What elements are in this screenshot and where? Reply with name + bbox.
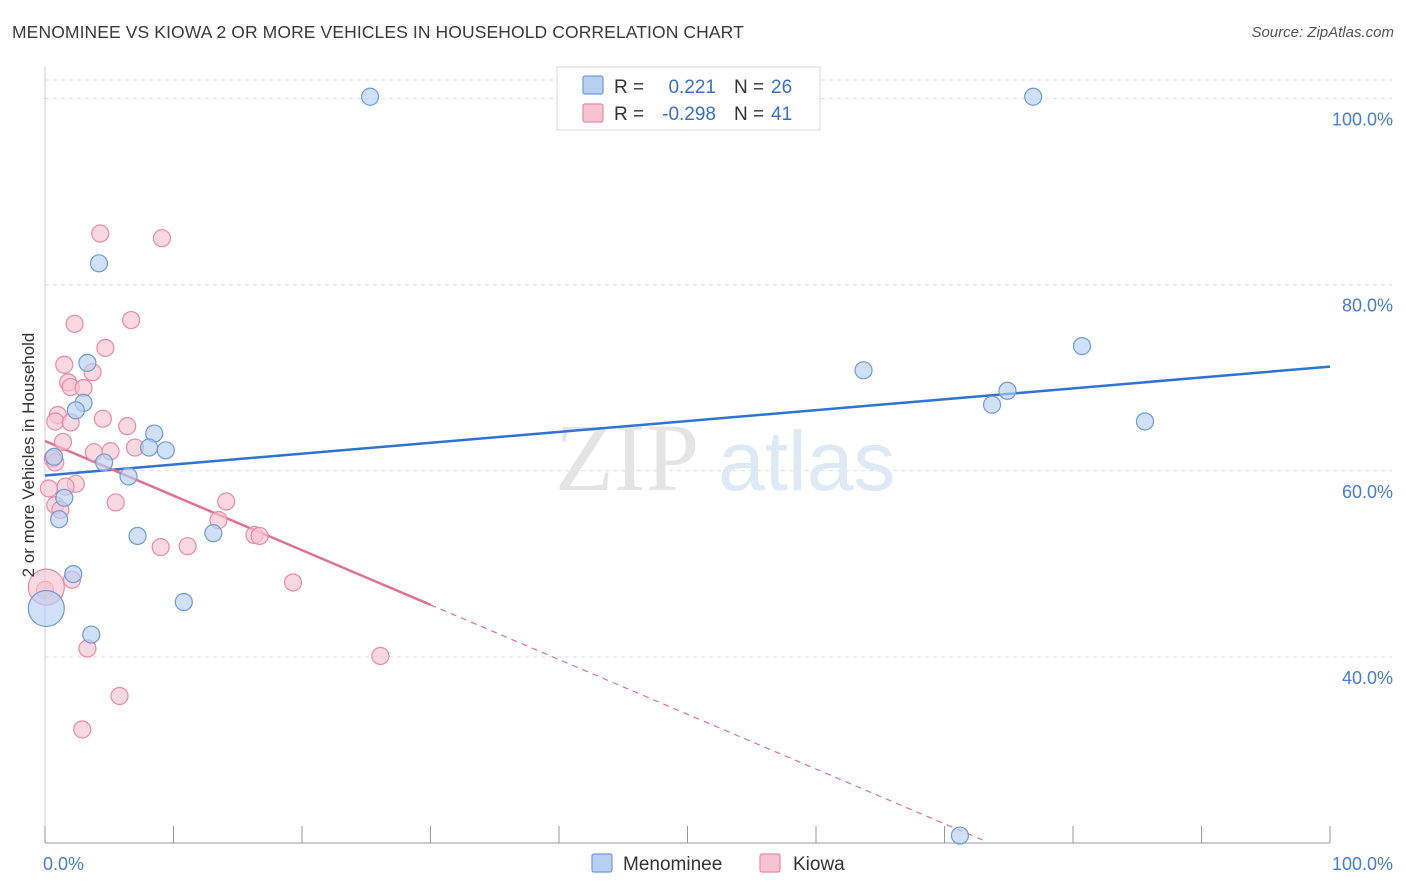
point-menominee: [854, 361, 873, 380]
y-tick-label: 100.0%: [1332, 110, 1393, 130]
bottom-legend-kiowa: Kiowa: [793, 854, 845, 875]
trend-line-menominee: [44, 365, 1331, 477]
chart-title: MENOMINEE VS KIOWA 2 OR MORE VEHICLES IN…: [12, 22, 744, 42]
x-tick-label-min: 0.0%: [43, 854, 84, 874]
legend-n-value-2: 41: [771, 104, 792, 125]
point-menominee: [89, 254, 109, 273]
watermark-atlas: atlas: [718, 414, 895, 508]
point-kiowa: [46, 412, 65, 431]
legend-swatch-menominee: [582, 75, 604, 95]
point-kiowa: [121, 310, 141, 330]
y-tick-label: 60.0%: [1342, 482, 1393, 502]
point-kiowa: [93, 409, 112, 428]
point-menominee: [27, 589, 65, 628]
gridlines: [45, 79, 1392, 658]
point-menominee: [204, 524, 223, 543]
point-menominee: [55, 488, 74, 507]
y-axis-label: 2 or more Vehicles in Household: [19, 333, 38, 578]
point-menominee: [95, 453, 114, 472]
legend-n-label-1: N =: [734, 77, 764, 98]
source-label: Source: ZipAtlas.com: [1251, 24, 1394, 41]
point-menominee: [128, 526, 147, 546]
y-tick-label: 40.0%: [1342, 668, 1393, 688]
point-menominee: [361, 87, 380, 106]
point-menominee: [1072, 337, 1092, 356]
bottom-legend-menominee: Menominee: [623, 854, 722, 875]
trend-line-kiowa-extension: [430, 604, 984, 841]
point-menominee: [82, 625, 101, 644]
point-kiowa: [91, 224, 110, 243]
watermark: ZIP atlas: [555, 404, 895, 511]
point-menominee: [119, 467, 138, 486]
point-kiowa: [118, 417, 137, 436]
point-kiowa: [73, 720, 92, 739]
data-points: [27, 87, 1155, 845]
bottom-legend-swatch-kiowa: [759, 853, 781, 873]
legend: R = 0.221 N = 26 R = -0.298 N = 41: [556, 66, 821, 131]
legend-r-label-1: R =: [614, 77, 644, 98]
bottom-legend-swatch-menominee: [591, 853, 613, 873]
point-menominee: [50, 510, 69, 529]
tick-labels: 40.0% 60.0% 80.0% 100.0% 0.0% 100.0%: [43, 110, 1393, 874]
point-menominee: [44, 447, 64, 466]
point-kiowa: [250, 526, 269, 546]
point-kiowa: [110, 686, 129, 706]
point-kiowa: [55, 355, 74, 374]
point-menominee: [1135, 412, 1155, 431]
legend-n-value-1: 26: [771, 77, 792, 98]
point-menominee: [982, 395, 1002, 414]
legend-swatch-kiowa: [582, 103, 604, 123]
point-kiowa: [53, 432, 73, 452]
x-tick-label-max: 100.0%: [1332, 854, 1393, 874]
point-menominee: [78, 353, 97, 372]
legend-n-label-2: N =: [734, 104, 764, 125]
point-menominee: [139, 438, 159, 457]
point-kiowa: [151, 538, 170, 557]
point-menominee: [64, 564, 83, 584]
legend-r-value-2: -0.298: [662, 104, 716, 125]
legend-r-value-1: 0.221: [668, 77, 716, 98]
point-kiowa: [96, 338, 115, 358]
point-kiowa: [178, 537, 197, 556]
point-menominee: [174, 592, 193, 612]
point-menominee: [66, 401, 85, 420]
point-menominee: [156, 441, 175, 460]
point-kiowa: [152, 229, 172, 248]
watermark-zip: ZIP: [555, 404, 699, 511]
point-kiowa: [106, 493, 125, 512]
point-kiowa: [371, 646, 390, 666]
point-menominee: [998, 381, 1017, 400]
y-tick-label: 80.0%: [1342, 296, 1393, 316]
bottom-legend: Menominee Kiowa: [591, 853, 845, 875]
legend-r-label-2: R =: [614, 104, 644, 125]
point-menominee: [1024, 87, 1043, 106]
point-kiowa: [65, 314, 84, 333]
point-kiowa: [39, 479, 58, 498]
point-menominee: [950, 826, 970, 845]
point-kiowa: [217, 492, 236, 511]
point-kiowa: [283, 573, 303, 592]
